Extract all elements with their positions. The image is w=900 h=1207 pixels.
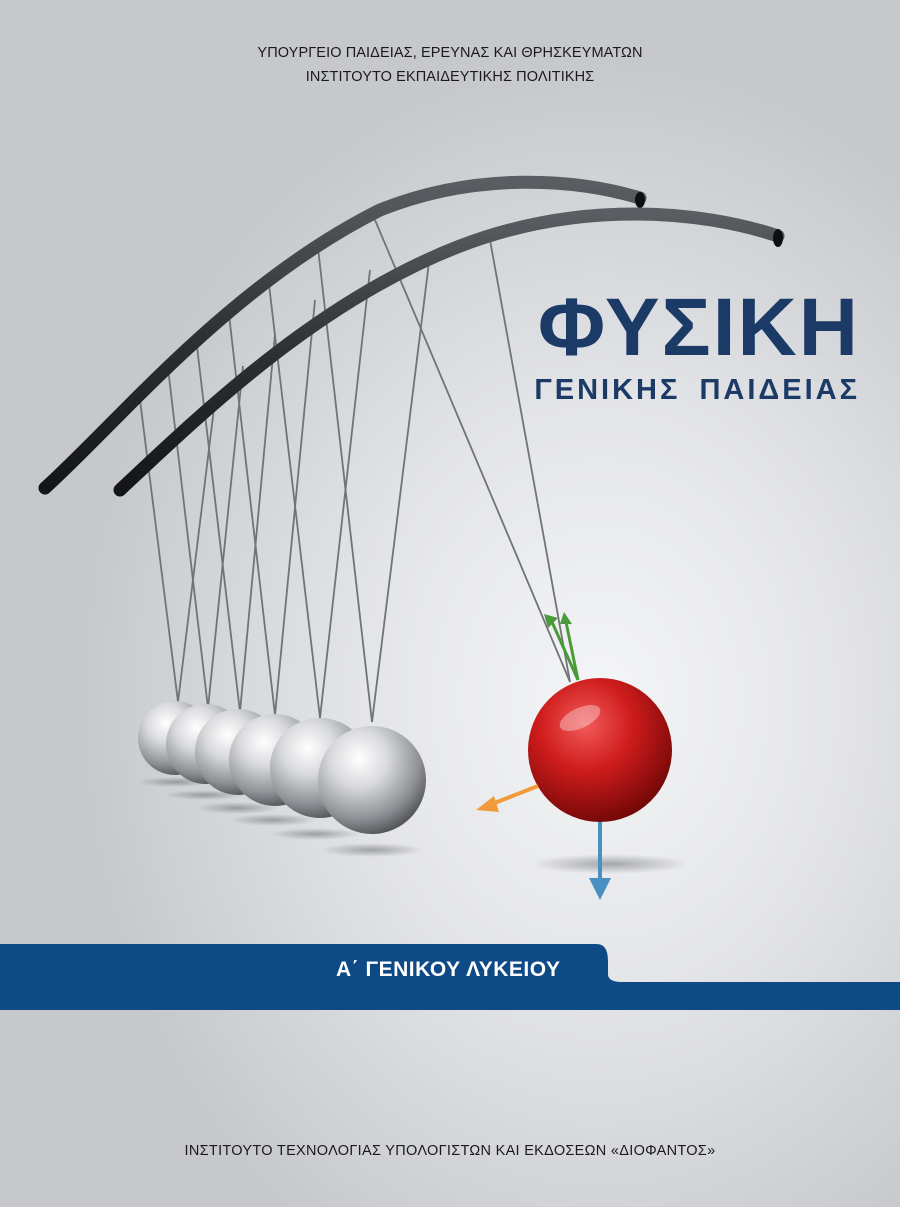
red-ball [528,678,672,822]
institute-name: ΙΝΣΤΙΤΟΥΤΟ ΕΚΠΑΙΔΕΥΤΙΚΗΣ ΠΟΛΙΤΙΚΗΣ [305,69,595,85]
publisher-name: ΙΝΣΤΙΤΟΥΤΟ ΤΕΧΝΟΛΟΓΙΑΣ ΥΠΟΛΟΓΙΣΤΩΝ ΚΑΙ Ε… [184,1143,716,1159]
grade-label: Α΄ ΓΕΝΙΚΟΥ ΛΥΚΕΙΟΥ [336,958,561,981]
tension-arrow-icon [544,612,580,681]
cradle-rails [38,175,785,497]
book-subtitle: ΓΕΝΙΚΗΣ ΠΑΙΔΕΙΑΣ [534,374,860,406]
grade-band [0,944,900,1010]
ministry-name: ΥΠΟΥΡΓΕΙΟ ΠΑΙΔΕΙΑΣ, ΕΡΕΥΝΑΣ ΚΑΙ ΘΡΗΣΚΕΥΜ… [257,45,643,61]
silver-balls [138,701,426,834]
horizontal-force-arrow-icon [476,784,539,812]
book-title: ΦΥΣΙΚΗ [537,282,860,373]
cover-header: ΥΠΟΥΡΓΕΙΟ ΠΑΙΔΕΙΑΣ, ΕΡΕΥΝΑΣ ΚΑΙ ΘΡΗΣΚΕΥΜ… [0,41,900,89]
ball-shadows [137,777,690,874]
weight-arrow-icon [589,822,611,900]
